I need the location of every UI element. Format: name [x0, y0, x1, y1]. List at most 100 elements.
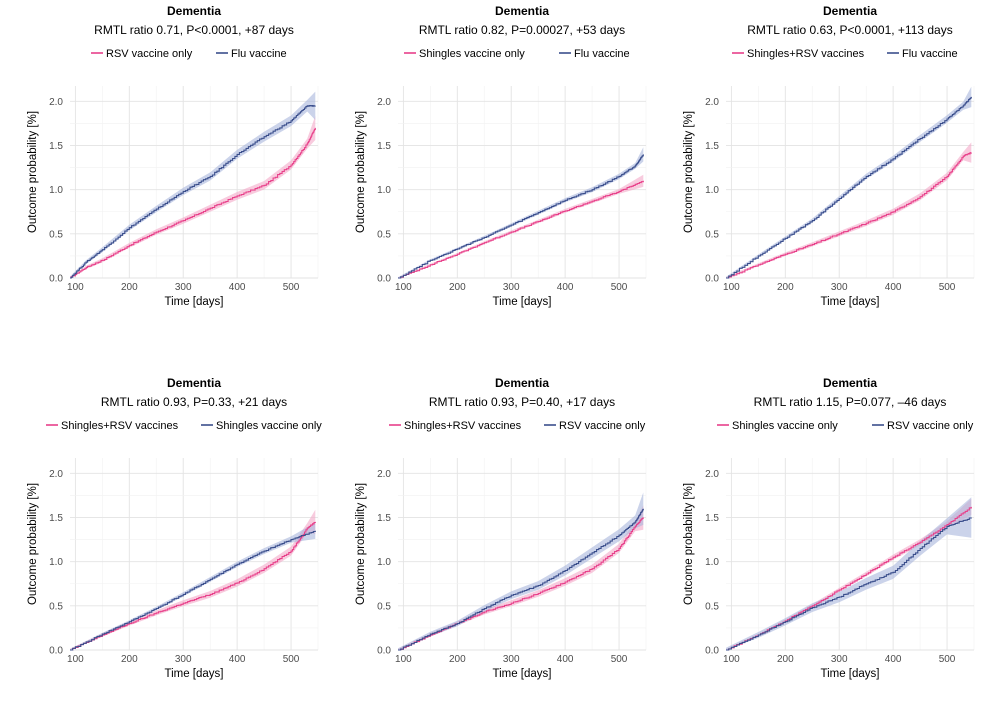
chart-title: Dementia: [823, 376, 877, 390]
ci-band-1: [398, 174, 644, 278]
y-tick-label: 1.0: [49, 185, 63, 196]
series-line-2: [726, 517, 972, 651]
chart-svg-4: Dementia RMTL ratio 0.93, P=0.33, +21 day…: [27, 376, 322, 680]
legend-label-2: RSV vaccine only: [559, 420, 646, 432]
y-tick-label: 2.0: [705, 97, 719, 108]
y-tick-label: 0.5: [49, 601, 63, 612]
legend-label-2: Shingles vaccine only: [216, 420, 322, 432]
x-axis-label: Time [days]: [820, 668, 879, 680]
y-tick-label: 1.5: [705, 141, 719, 152]
legend: Shingles+RSV vaccines Flu vaccine: [732, 48, 958, 60]
x-tick-label: 300: [503, 282, 520, 293]
chart-subtitle: RMTL ratio 0.82, P=0.00027, +53 days: [419, 23, 625, 37]
legend-label-1: Shingles vaccine only: [732, 420, 838, 432]
y-tick-label: 1.5: [377, 141, 391, 152]
y-tick-label: 0.5: [377, 229, 391, 240]
x-tick-label: 100: [395, 654, 412, 665]
x-tick-label: 400: [557, 282, 574, 293]
y-tick-label: 0.0: [49, 646, 63, 657]
series-line-2: [70, 530, 316, 651]
chart-svg-1: Dementia RMTL ratio 0.71, P<0.0001, +87 d…: [27, 4, 319, 308]
y-tick-label: 2.0: [705, 469, 719, 480]
x-tick-label: 200: [777, 282, 794, 293]
x-tick-label: 100: [67, 282, 84, 293]
x-tick-label: 300: [503, 654, 520, 665]
chart-subtitle: RMTL ratio 0.93, P=0.40, +17 days: [429, 395, 615, 409]
legend-label-1: Shingles+RSV vaccines: [61, 420, 179, 432]
series-line-1: [398, 180, 644, 279]
x-tick-label: 300: [831, 654, 848, 665]
chart-panel-3: Dementia RMTL ratio 0.63, P<0.0001, +113 …: [661, 0, 984, 335]
series-line-2: [398, 154, 644, 279]
y-tick-label: 1.5: [377, 513, 391, 524]
y-tick-label: 0.5: [705, 229, 719, 240]
ci-band-1: [70, 115, 316, 278]
chart-subtitle: RMTL ratio 0.71, P<0.0001, +87 days: [94, 23, 294, 37]
y-tick-label: 1.5: [705, 513, 719, 524]
x-tick-label: 500: [939, 282, 956, 293]
chart-panel-6: Dementia RMTL ratio 1.15, P=0.077, –46 da…: [661, 372, 984, 707]
legend: Shingles vaccine only Flu vaccine: [404, 48, 630, 60]
chart-subtitle: RMTL ratio 1.15, P=0.077, –46 days: [754, 395, 947, 409]
y-tick-label: 2.0: [49, 469, 63, 480]
ci-band-2: [70, 91, 316, 278]
x-tick-label: 200: [449, 282, 466, 293]
legend-label-2: Flu vaccine: [902, 48, 958, 60]
x-tick-label: 300: [831, 282, 848, 293]
y-tick-label: 0.0: [705, 274, 719, 285]
chart-title: Dementia: [823, 4, 877, 18]
chart-title: Dementia: [167, 376, 221, 390]
x-tick-label: 300: [175, 282, 192, 293]
x-tick-label: 400: [229, 282, 246, 293]
ci-band-1: [398, 505, 644, 650]
chart-panel-4: Dementia RMTL ratio 0.93, P=0.33, +21 day…: [5, 372, 328, 707]
x-tick-label: 200: [449, 654, 466, 665]
y-tick-label: 1.0: [705, 185, 719, 196]
legend-label-1: RSV vaccine only: [106, 48, 193, 60]
chart-panel-2: Dementia RMTL ratio 0.82, P=0.00027, +53 …: [333, 0, 656, 335]
x-tick-label: 100: [395, 282, 412, 293]
y-tick-label: 1.5: [49, 513, 63, 524]
y-tick-label: 0.0: [705, 646, 719, 657]
chart-subtitle: RMTL ratio 0.63, P<0.0001, +113 days: [747, 23, 952, 37]
chart-panel-5: Dementia RMTL ratio 0.93, P=0.40, +17 day…: [333, 372, 656, 707]
chart-svg-5: Dementia RMTL ratio 0.93, P=0.40, +17 day…: [355, 376, 647, 680]
x-axis-label: Time [days]: [820, 296, 879, 308]
x-tick-label: 500: [283, 282, 300, 293]
y-tick-label: 0.0: [49, 274, 63, 285]
ci-band-2: [70, 522, 316, 650]
x-tick-label: 500: [939, 654, 956, 665]
chart-panel-1: Dementia RMTL ratio 0.71, P<0.0001, +87 d…: [5, 0, 328, 335]
legend-label-2: Flu vaccine: [231, 48, 287, 60]
chart-subtitle: RMTL ratio 0.93, P=0.33, +21 days: [101, 395, 287, 409]
x-tick-label: 500: [283, 654, 300, 665]
legend: Shingles+RSV vaccines RSV vaccine only: [389, 420, 646, 432]
chart-svg-3: Dementia RMTL ratio 0.63, P<0.0001, +113 …: [683, 4, 975, 308]
series-line-1: [70, 127, 316, 279]
ci-band-1: [726, 142, 972, 278]
y-tick-label: 2.0: [377, 97, 391, 108]
legend: Shingles+RSV vaccines Shingles vaccine on…: [46, 420, 322, 432]
ci-band-2: [398, 492, 644, 650]
series-line-2: [398, 508, 644, 651]
x-axis-label: Time [days]: [164, 296, 223, 308]
y-axis-label: Outcome probability [%]: [683, 483, 695, 605]
y-tick-label: 0.0: [377, 646, 391, 657]
x-axis-label: Time [days]: [492, 296, 551, 308]
y-axis-label: Outcome probability [%]: [27, 111, 39, 233]
legend-label-1: Shingles+RSV vaccines: [747, 48, 865, 60]
y-tick-label: 1.5: [49, 141, 63, 152]
series-line-1: [726, 152, 972, 279]
x-axis-label: Time [days]: [164, 668, 223, 680]
y-tick-label: 1.0: [377, 557, 391, 568]
y-tick-label: 0.5: [705, 601, 719, 612]
x-tick-label: 100: [723, 282, 740, 293]
legend: Shingles vaccine only RSV vaccine only: [717, 420, 974, 432]
x-tick-label: 100: [67, 654, 84, 665]
legend: RSV vaccine only Flu vaccine: [91, 48, 287, 60]
x-tick-label: 400: [885, 654, 902, 665]
y-tick-label: 2.0: [49, 97, 63, 108]
series-line-1: [70, 521, 316, 651]
ci-band-1: [726, 498, 972, 650]
chart-title: Dementia: [495, 4, 549, 18]
